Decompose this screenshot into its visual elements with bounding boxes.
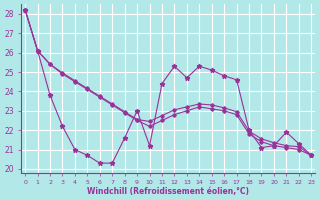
X-axis label: Windchill (Refroidissement éolien,°C): Windchill (Refroidissement éolien,°C) [87, 187, 249, 196]
